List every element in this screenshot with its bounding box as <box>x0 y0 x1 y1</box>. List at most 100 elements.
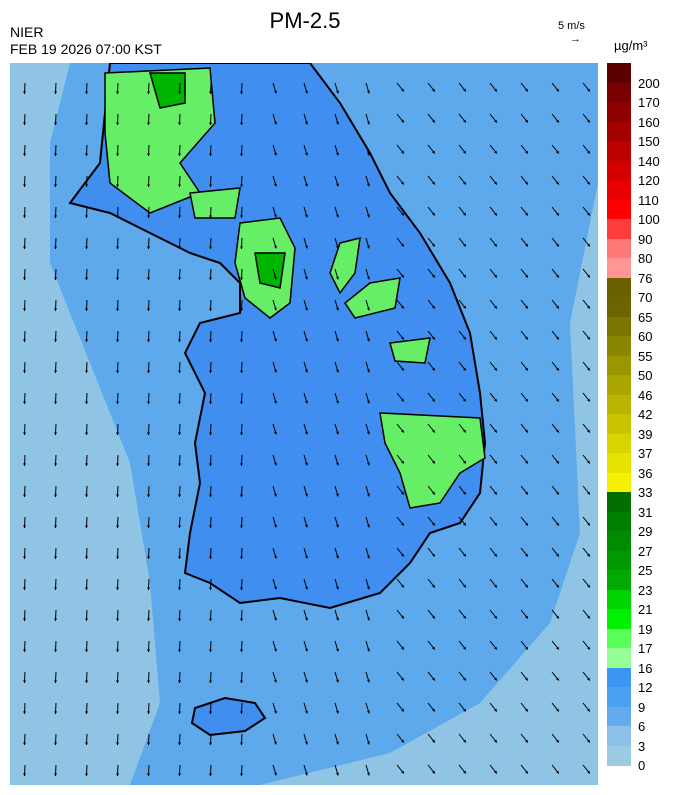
wind-arrow-head <box>147 773 151 776</box>
wind-arrow-head <box>147 277 151 280</box>
colorbar-segment <box>607 745 631 766</box>
wind-arrow-head <box>494 615 497 619</box>
jeju-island <box>190 696 267 737</box>
colorbar-unit: µg/m³ <box>614 38 648 53</box>
colorbar-segment <box>607 316 631 337</box>
wind-arrow-head <box>494 367 497 371</box>
wind-arrow-head <box>366 338 370 342</box>
wind-arrow-head <box>463 212 466 216</box>
wind-arrow-head <box>147 246 151 249</box>
wind-arrow-head <box>54 556 58 559</box>
wind-arrow-head <box>273 90 277 94</box>
wind-arrow-head <box>116 215 120 218</box>
wind-arrow-head <box>304 648 308 652</box>
wind-arrow-head <box>240 711 244 714</box>
wind-arrow-head <box>525 460 528 464</box>
wind-arrow-head <box>209 184 213 187</box>
wind-arrow-head <box>178 91 182 94</box>
wind-arrow-head <box>587 429 590 433</box>
wind-arrow-head <box>432 398 435 402</box>
wind-arrow-head <box>147 463 151 466</box>
wind-arrow-head <box>463 460 466 464</box>
wind-arrow-head <box>178 184 182 187</box>
wind-arrow-head <box>335 121 339 125</box>
wind-arrow-head <box>587 212 590 216</box>
wind-arrow-head <box>209 215 213 218</box>
wind-arrow-head <box>85 339 89 342</box>
wind-arrow-head <box>335 555 339 559</box>
wind-arrow-head <box>116 153 120 156</box>
colorbar-segment <box>607 687 631 707</box>
wind-arrow-head <box>525 584 528 588</box>
wind-arrow-head <box>335 710 339 714</box>
colorbar-segment <box>607 63 631 83</box>
colorbar-tick-label: 50 <box>638 368 653 383</box>
wind-arrow-head <box>556 677 559 681</box>
wind-arrow-head <box>273 121 277 125</box>
wind-arrow-head <box>23 277 27 280</box>
wind-arrow-head <box>432 708 435 712</box>
wind-arrow-head <box>85 370 89 373</box>
wind-arrow-head <box>494 646 497 650</box>
wind-arrow-head <box>85 122 89 125</box>
wind-arrow-head <box>273 431 277 435</box>
colorbar-segment <box>607 667 631 688</box>
wind-arrow-head <box>463 243 466 247</box>
colorbar-tick-label: 29 <box>638 524 653 539</box>
wind-arrow-head <box>525 305 528 309</box>
wind-arrow-head <box>494 274 497 278</box>
wind-arrow-head <box>240 649 244 652</box>
wind-arrow-head <box>556 398 559 402</box>
colorbar-segment <box>607 180 631 200</box>
colorbar-tick-label: 6 <box>638 719 646 734</box>
wind-arrow-head <box>23 184 27 187</box>
colorbar-tick-label: 60 <box>638 329 653 344</box>
wind-arrow-head <box>273 152 277 156</box>
wind-arrow-head <box>54 742 58 745</box>
wind-arrow-head <box>85 711 89 714</box>
wind-arrow-head <box>85 525 89 528</box>
wind-arrow-head <box>366 555 370 559</box>
pollution-area <box>389 337 431 364</box>
wind-arrow-head <box>240 618 244 621</box>
colorbar-segment <box>607 102 631 122</box>
wind-arrow-head <box>304 741 308 745</box>
wind-arrow-head <box>335 307 339 311</box>
colorbar-segment <box>607 706 631 727</box>
wind-arrow-head <box>366 307 370 311</box>
wind-arrow-head <box>147 215 151 218</box>
wind-arrow-head <box>209 339 213 342</box>
colorbar-tick-label: 37 <box>638 446 653 461</box>
wind-arrow-head <box>240 401 244 404</box>
wind-arrow-head <box>178 401 182 404</box>
wind-arrow-head <box>54 587 58 590</box>
wind-arrow-head <box>525 646 528 650</box>
wind-arrow-head <box>525 522 528 526</box>
wind-arrow-head <box>240 773 244 776</box>
wind-arrow-head <box>304 462 308 466</box>
wind-arrow-head <box>85 587 89 590</box>
colorbar-segment <box>607 394 631 415</box>
wind-arrow-head <box>401 584 404 588</box>
wind-arrow-head <box>432 460 435 464</box>
wind-arrow-head <box>54 525 58 528</box>
wind-arrow-head <box>209 401 213 404</box>
wind-arrow-head <box>240 215 244 218</box>
wind-arrow-head <box>273 524 277 528</box>
wind-arrow-head <box>401 553 404 557</box>
wind-arrow-head <box>432 181 435 185</box>
wind-arrow-head <box>178 773 182 776</box>
wind-arrow-head <box>147 587 151 590</box>
colorbar-segment <box>607 453 631 473</box>
wind-arrow-head <box>54 618 58 621</box>
wind-arrow-head <box>587 491 590 495</box>
colorbar-segment <box>607 609 631 629</box>
wind-arrow-head <box>147 494 151 497</box>
wind-arrow-head <box>401 305 404 309</box>
wind-arrow-head <box>116 494 120 497</box>
colorbar-segment <box>607 82 631 103</box>
wind-arrow-head <box>116 463 120 466</box>
wind-arrow-head <box>587 305 590 309</box>
wind-arrow-head <box>273 772 277 776</box>
wind-arrow-head <box>240 277 244 280</box>
